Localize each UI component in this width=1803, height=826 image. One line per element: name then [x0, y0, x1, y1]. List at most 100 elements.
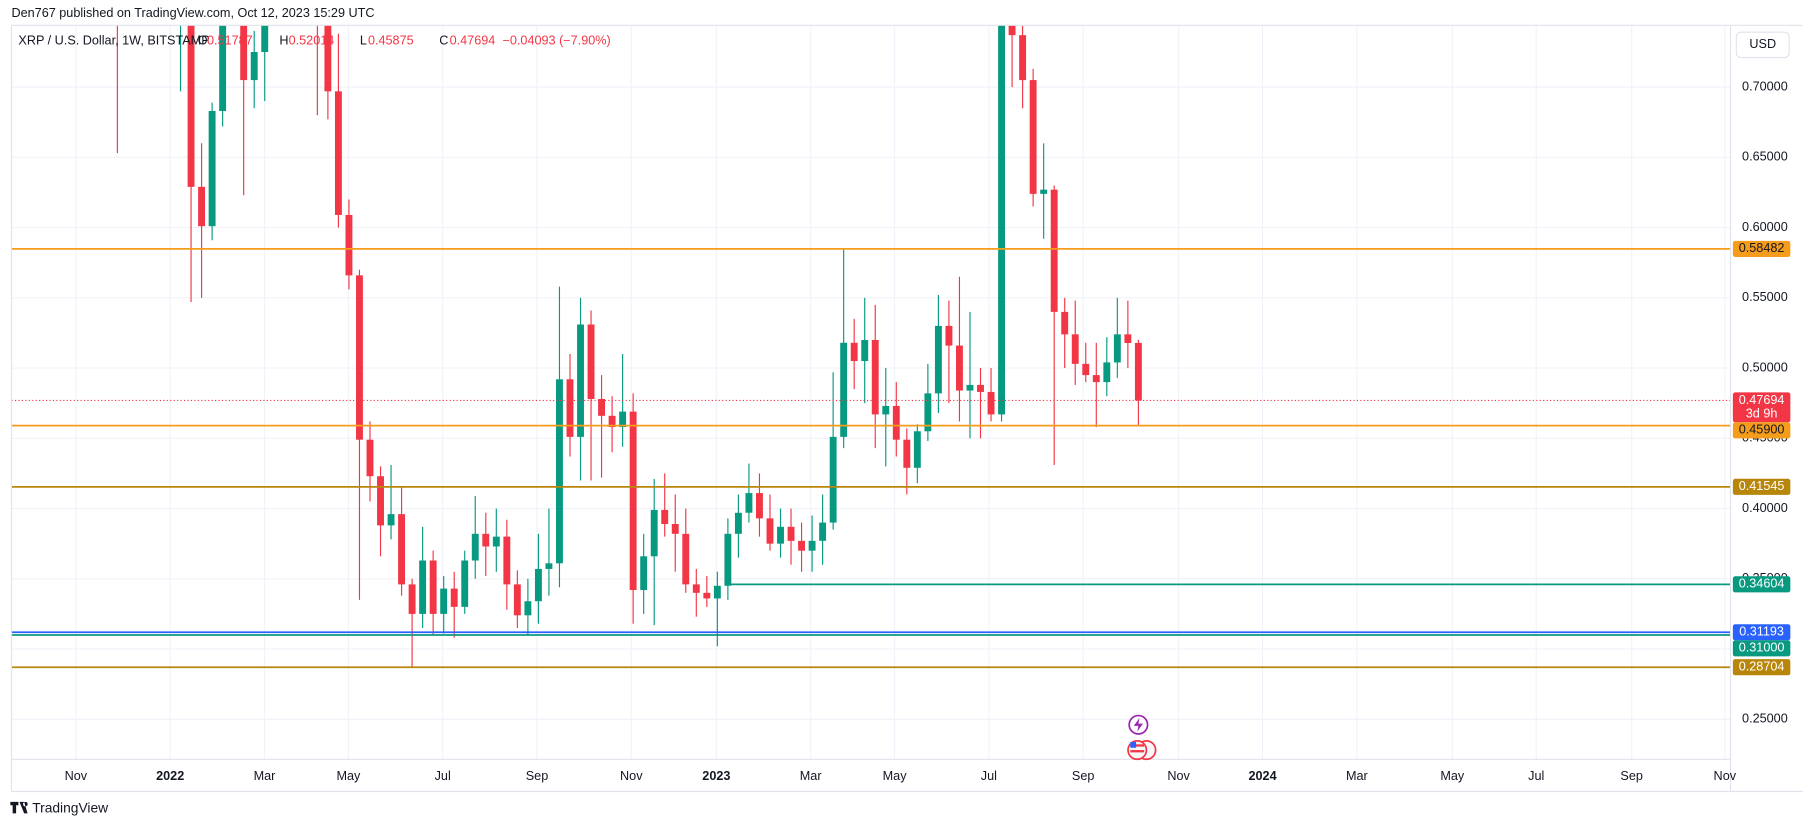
candle-body — [556, 379, 563, 564]
candle-body — [366, 439, 374, 477]
candle-body — [913, 431, 921, 468]
brand[interactable]: TradingView — [10, 800, 108, 815]
x-tick-label: May — [336, 769, 361, 783]
candle-body — [208, 110, 216, 227]
candle-body — [513, 584, 521, 616]
candle-body — [798, 540, 806, 551]
y-tick-label: 0.40000 — [1742, 501, 1788, 515]
candle-body — [198, 186, 206, 227]
candle-body — [703, 592, 711, 599]
candle-body — [734, 512, 742, 534]
currency-button-box[interactable] — [1735, 31, 1790, 59]
candle-body — [892, 405, 900, 440]
level-label: 0.45900 — [1739, 423, 1785, 437]
candle-body — [440, 588, 448, 614]
candle-body — [345, 214, 353, 276]
brand-logo[interactable] — [10, 801, 28, 814]
candle-body — [819, 522, 827, 541]
last-price-label: 0.47694 — [1739, 393, 1785, 407]
ohlc-label: C — [439, 34, 448, 48]
candle-body — [998, 25, 1006, 415]
candle-body — [429, 560, 437, 614]
candle-body — [408, 584, 416, 614]
candle-body — [640, 556, 648, 591]
level-label-box — [1732, 640, 1791, 657]
candle-body — [324, 25, 332, 92]
candle-body — [598, 398, 606, 416]
x-tick-label: Jul — [435, 769, 451, 783]
candle-body — [850, 342, 858, 362]
y-tick-label: 0.65000 — [1742, 150, 1788, 164]
candle-body — [977, 384, 984, 392]
candle-body — [945, 325, 953, 346]
candle-body — [377, 476, 384, 526]
candle-body — [882, 405, 890, 415]
symbol: XRP / U.S. Dollar, 1W, BITSTAMP — [18, 34, 209, 48]
y-tick-label: 0.70000 — [1742, 79, 1788, 93]
flag-canton — [1130, 742, 1137, 748]
candle-body — [577, 324, 584, 437]
x-tick-label: Mar — [254, 769, 276, 783]
candle-body — [524, 601, 532, 616]
event-icons[interactable] — [1127, 714, 1157, 761]
level-label-box — [1732, 624, 1791, 641]
candle-body — [840, 342, 848, 437]
y-tick-label: 0.55000 — [1742, 290, 1788, 304]
candle-body — [692, 584, 700, 593]
candle-body — [461, 560, 469, 607]
axes: Nov 2022 Mar May Jul Sep Nov 2023 Mar May Jul Sep No… — [65, 79, 1791, 783]
brand-name[interactable]: TradingView — [32, 800, 108, 815]
candle-body — [503, 536, 511, 585]
candle-body — [766, 518, 774, 544]
candle-body — [1124, 334, 1132, 343]
candle-body — [1113, 334, 1121, 363]
plot-area — [11, 25, 1731, 669]
currency[interactable]: USD — [1749, 37, 1776, 51]
candle-body — [471, 533, 479, 561]
level-label-box — [1732, 478, 1791, 495]
x-tick-label: Nov — [620, 769, 643, 783]
candle-body — [871, 339, 879, 415]
x-tick-label: Sep — [1620, 769, 1642, 783]
candle-body — [724, 533, 732, 586]
level-label-box — [1732, 240, 1791, 257]
candle-body — [1103, 362, 1111, 383]
candle-body — [240, 25, 248, 81]
high-value: 0.52014 — [289, 34, 335, 48]
candle-body — [745, 493, 753, 513]
candle-body — [1029, 80, 1037, 194]
candle-body — [829, 436, 837, 523]
candle-body — [955, 345, 963, 391]
x-tick-label: Nov — [1167, 769, 1190, 783]
candle-body — [619, 411, 627, 428]
candle-body — [1050, 189, 1058, 312]
x-tick-label: Jul — [1528, 769, 1544, 783]
candle-body — [334, 91, 342, 215]
published-note: Den767 published on TradingView.com, Oct… — [11, 6, 374, 20]
candle-body — [187, 25, 195, 187]
candle-body — [566, 379, 574, 437]
level-label: 0.28704 — [1739, 660, 1785, 674]
candle-body — [987, 391, 995, 415]
ohlc-label: H — [279, 34, 288, 48]
candle-body — [250, 51, 258, 81]
candle-body — [1092, 375, 1100, 383]
candle-body — [450, 588, 458, 607]
candle-body — [787, 526, 795, 541]
candle-body — [387, 514, 395, 526]
x-tick-label: 2023 — [702, 769, 730, 783]
candle-body — [261, 25, 269, 52]
candle-body — [1082, 363, 1090, 376]
x-tick-label: Nov — [65, 769, 88, 783]
candle-body — [650, 509, 658, 557]
x-tick-label: Nov — [1714, 769, 1737, 783]
grid — [11, 25, 1731, 760]
y-tick-label: 0.25000 — [1742, 712, 1788, 726]
candle-body — [419, 560, 427, 614]
candle-body — [545, 563, 553, 569]
x-tick-label: Sep — [526, 769, 548, 783]
x-tick-label: May — [1440, 769, 1465, 783]
currency-button[interactable]: USD — [1735, 31, 1790, 59]
candle-body — [1019, 35, 1027, 81]
